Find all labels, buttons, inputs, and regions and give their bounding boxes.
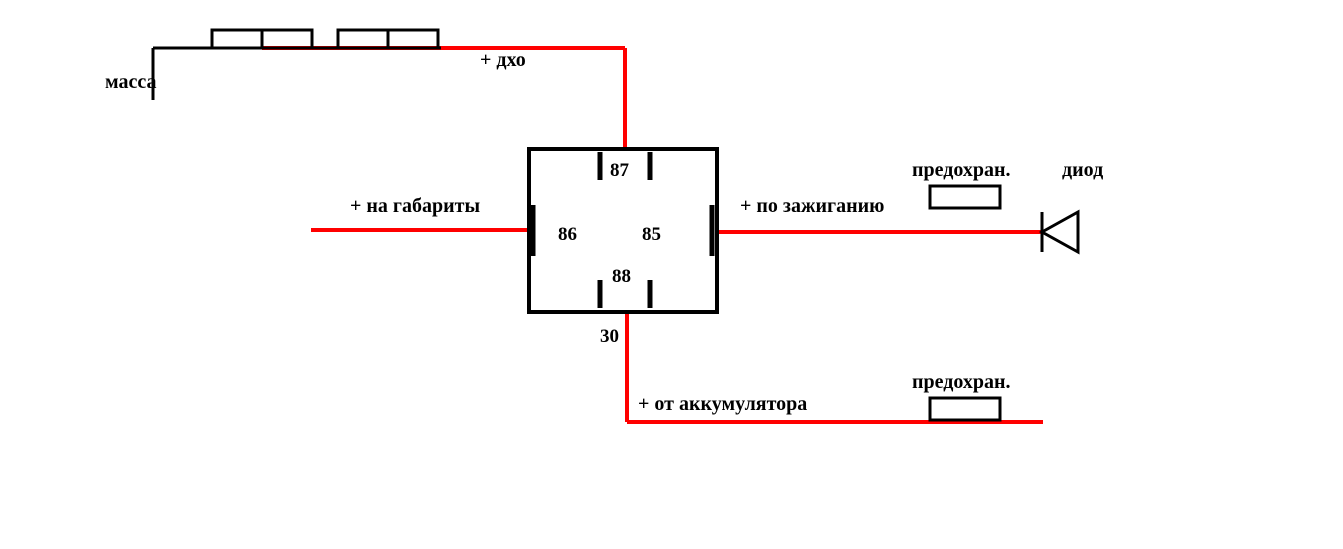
label-predohran-bottom: предохран. (912, 371, 1011, 393)
label-ot-akkumulyatora: + от аккумулятора (638, 393, 807, 415)
relay-pin-30: 30 (600, 326, 619, 347)
label-predohran-top: предохран. (912, 159, 1011, 181)
wiring-diagram: масса + дхо + на габариты + по зажиганию пре… (0, 0, 1343, 549)
relay-pin-87: 87 (610, 160, 630, 181)
label-dho: + дхо (480, 49, 526, 71)
label-po-zazhiganiyu: + по зажиганию (740, 195, 884, 217)
canvas-bg (0, 0, 1343, 549)
label-na-gabarity: + на габариты (350, 195, 480, 217)
relay-pin-88: 88 (612, 266, 631, 287)
label-diod: диод (1062, 159, 1103, 181)
relay-pin-86: 86 (558, 224, 577, 245)
relay-pin-85: 85 (642, 224, 661, 245)
label-massa: масса (105, 71, 156, 93)
